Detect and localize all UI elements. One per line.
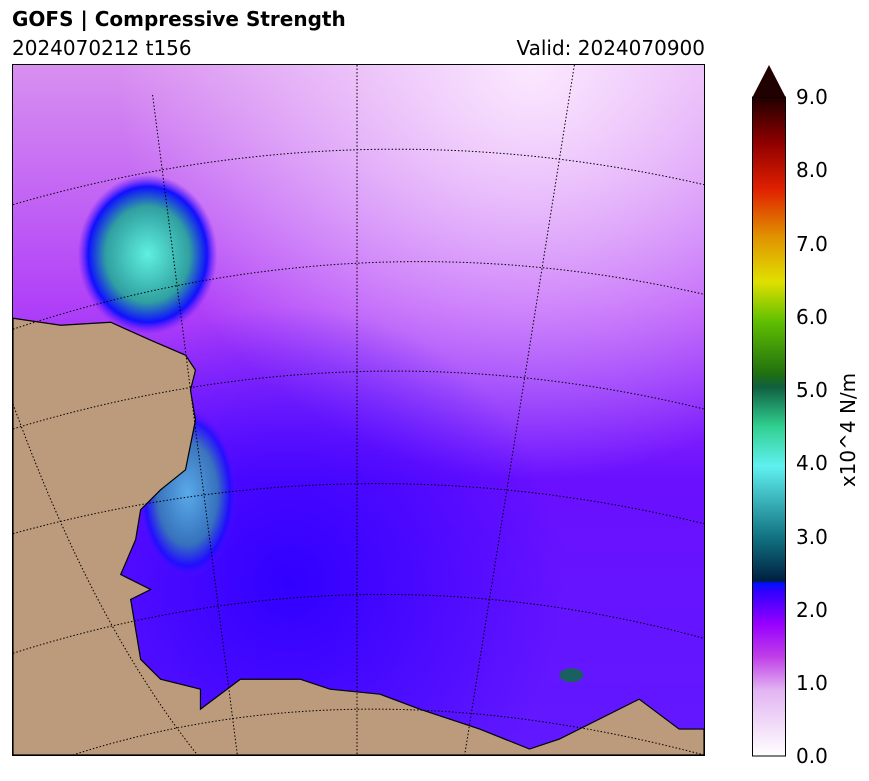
- tick-label: 3.0: [796, 525, 828, 549]
- colorbar-label: x10^4 N/m: [836, 372, 860, 488]
- tick-label: 8.0: [796, 158, 828, 182]
- tick-label: 4.0: [796, 451, 828, 475]
- land: [13, 317, 704, 755]
- plot-title: GOFS | Compressive Strength: [12, 7, 346, 31]
- map-panel: [12, 64, 705, 756]
- run-label: 2024070212 t156: [12, 36, 192, 60]
- high-strength-patch: [559, 668, 584, 683]
- colorbar-gradient: [752, 96, 786, 757]
- tick-label: 1.0: [796, 671, 828, 695]
- colorbar-extend-arrow: [752, 65, 786, 97]
- tick-label: 6.0: [796, 305, 828, 329]
- graticule: [13, 65, 704, 755]
- tick-label: 9.0: [796, 85, 828, 109]
- tick-label: 5.0: [796, 378, 828, 402]
- tick-label: 0.0: [796, 744, 828, 768]
- tick-label: 2.0: [796, 598, 828, 622]
- colorbar: [752, 65, 786, 757]
- valid-label: Valid: 2024070900: [516, 36, 705, 60]
- high-strength-patch: [77, 174, 218, 335]
- tick-label: 7.0: [796, 232, 828, 256]
